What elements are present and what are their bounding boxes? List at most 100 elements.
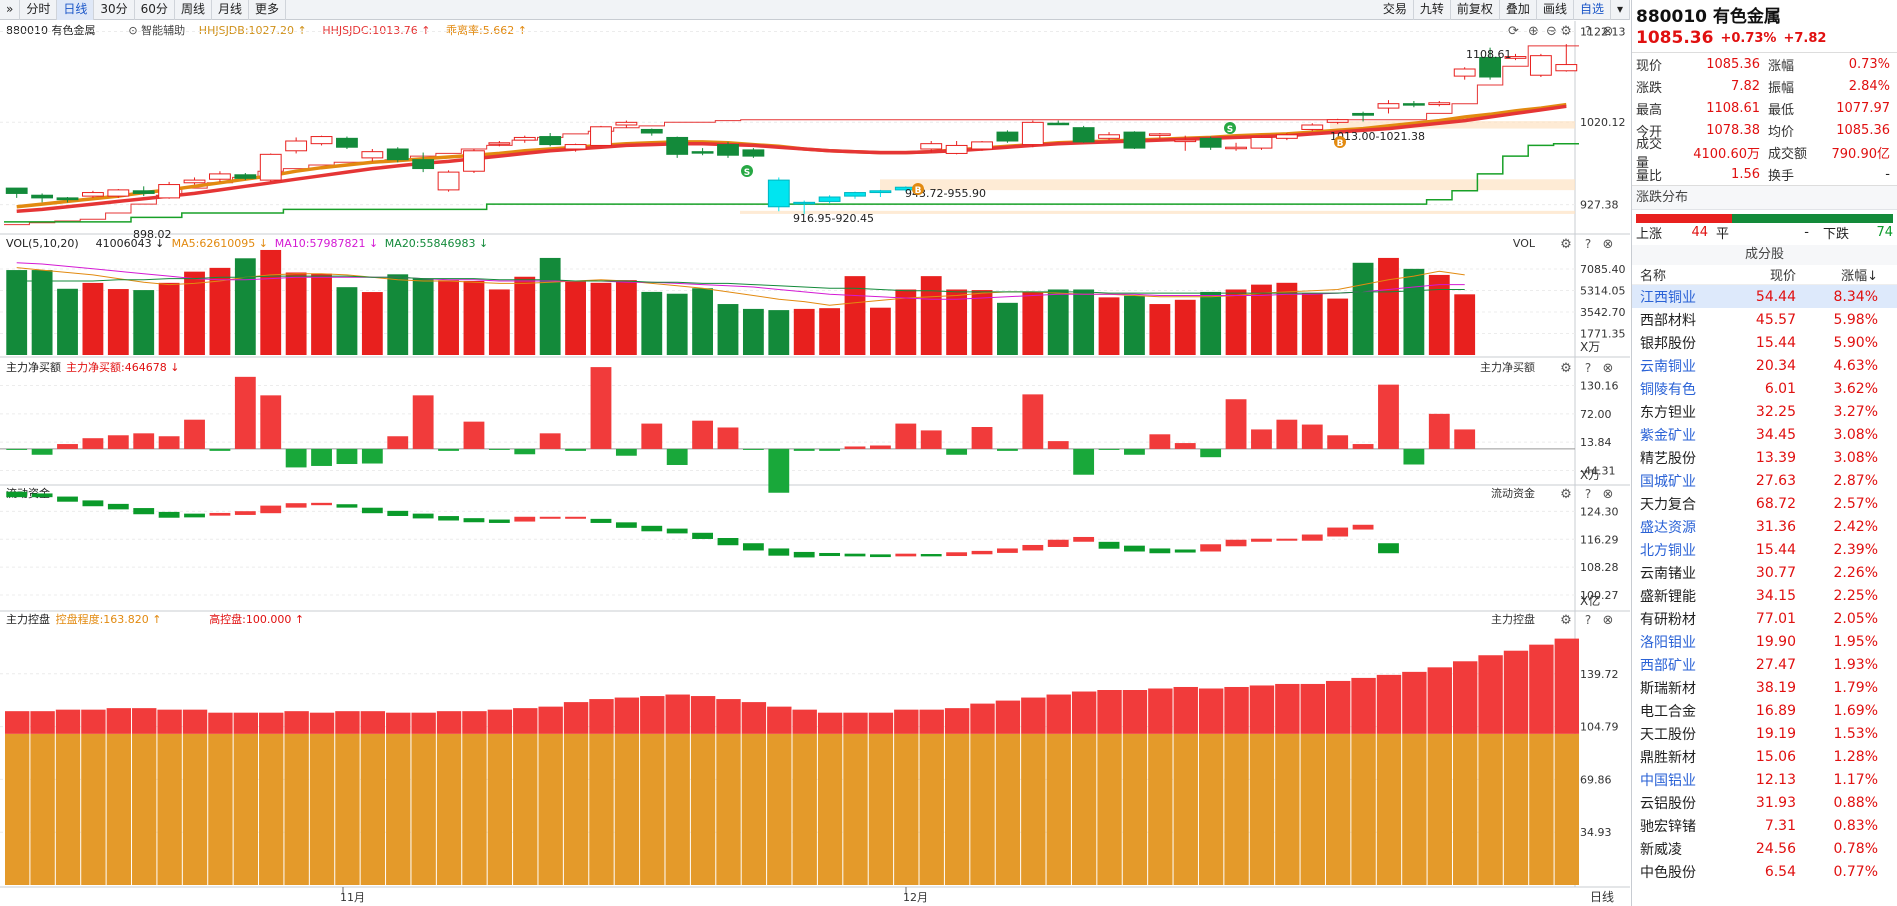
- charts-svg[interactable]: 880010 有色金属 ⊙ 智能辅助 HHJSJDB:1027.20 ↑ HHJSJD…: [0, 21, 1630, 906]
- stock-row[interactable]: 国城矿业 27.63 2.87%: [1632, 469, 1897, 492]
- stock-row[interactable]: 天力复合 68.72 2.57%: [1632, 492, 1897, 515]
- stock-name[interactable]: 江西铜业: [1640, 289, 1696, 306]
- stock-name[interactable]: 西部材料: [1640, 312, 1696, 329]
- stock-row[interactable]: 精艺股份 13.39 3.08%: [1632, 446, 1897, 469]
- tab-weekly[interactable]: 周线: [175, 0, 212, 20]
- stock-name[interactable]: 电工合金: [1640, 703, 1696, 720]
- flow-bar: [285, 448, 307, 468]
- stock-name[interactable]: 天工股份: [1640, 726, 1696, 743]
- stock-row[interactable]: 驰宏锌锗 7.31 0.83%: [1632, 814, 1897, 837]
- liq-bar: [107, 503, 129, 510]
- stock-name[interactable]: 新威凌: [1640, 841, 1682, 858]
- main-legend: HHJSJDB:1027.20 ↑: [199, 24, 307, 37]
- tab-60min[interactable]: 60分: [135, 0, 175, 20]
- dist-flat-label: 平: [1716, 226, 1730, 242]
- stock-name[interactable]: 中国铝业: [1640, 772, 1696, 789]
- header-name[interactable]: 名称: [1640, 269, 1667, 284]
- stock-row[interactable]: 盛新锂能 34.15 2.25%: [1632, 584, 1897, 607]
- overlay-button[interactable]: 叠加: [1500, 0, 1537, 20]
- vol-axis-label: 5314.05: [1580, 285, 1626, 298]
- tab-30min[interactable]: 30分: [94, 0, 135, 20]
- dist-down-label: 下跌: [1823, 226, 1850, 242]
- ctrl-base-bar: [868, 733, 894, 885]
- stock-name[interactable]: 有研粉材: [1640, 611, 1696, 628]
- adjust-button[interactable]: 前复权: [1451, 0, 1500, 20]
- stock-row[interactable]: 新威凌 24.56 0.78%: [1632, 837, 1897, 860]
- watchlist-button[interactable]: 自选: [1574, 0, 1611, 20]
- flow-bar: [869, 445, 891, 449]
- stock-row[interactable]: 天工股份 19.19 1.53%: [1632, 722, 1897, 745]
- stock-name[interactable]: 银邦股份: [1640, 335, 1696, 352]
- vol-bar: [260, 249, 282, 355]
- stock-name[interactable]: 国城矿业: [1640, 473, 1696, 490]
- stock-row[interactable]: 银邦股份 15.44 5.90%: [1632, 331, 1897, 354]
- flow-bar: [488, 448, 510, 450]
- help-icon: ?: [1585, 613, 1591, 627]
- liq-bar: [793, 551, 815, 558]
- stock-name[interactable]: 鼎胜新材: [1640, 749, 1696, 766]
- stock-name[interactable]: 西部矿业: [1640, 657, 1696, 674]
- tab-daily[interactable]: 日线: [57, 0, 95, 20]
- tab-monthly[interactable]: 月线: [212, 0, 249, 20]
- toolbar-dropdown-icon[interactable]: ▾: [1611, 0, 1630, 20]
- stock-name[interactable]: 云南锗业: [1640, 565, 1696, 582]
- stock-name[interactable]: 云南铜业: [1640, 358, 1696, 375]
- stock-row[interactable]: 盛达资源 31.36 2.42%: [1632, 515, 1897, 538]
- stock-row[interactable]: 云南铜业 20.34 4.63%: [1632, 354, 1897, 377]
- stock-name[interactable]: 北方铜业: [1640, 542, 1696, 559]
- trade-button[interactable]: 交易: [1377, 0, 1414, 20]
- ctrl-base-bar: [1554, 733, 1579, 885]
- quote-label: 成交量: [1636, 137, 1663, 171]
- stock-row[interactable]: 电工合金 16.89 1.69%: [1632, 699, 1897, 722]
- header-change[interactable]: 涨幅↓: [1841, 269, 1878, 284]
- stock-name[interactable]: 铜陵有色: [1640, 381, 1696, 398]
- stock-name[interactable]: 驰宏锌锗: [1640, 818, 1696, 835]
- stock-row[interactable]: 中国铝业 12.13 1.17%: [1632, 768, 1897, 791]
- quote-title: 880010 有色金属: [1636, 6, 1781, 27]
- stock-row[interactable]: 东方钽业 32.25 3.27%: [1632, 400, 1897, 423]
- stock-row[interactable]: 西部材料 45.57 5.98%: [1632, 308, 1897, 331]
- stock-row[interactable]: 中色股份 6.54 0.77%: [1632, 860, 1897, 883]
- liq-bar: [971, 550, 993, 555]
- stock-row[interactable]: 云铝股份 31.93 0.88%: [1632, 791, 1897, 814]
- stock-row[interactable]: 北方铜业 15.44 2.39%: [1632, 538, 1897, 561]
- stock-row[interactable]: 铜陵有色 6.01 3.62%: [1632, 377, 1897, 400]
- flow-bar: [1352, 444, 1374, 449]
- help-icon: ?: [1585, 237, 1591, 251]
- stock-name[interactable]: 洛阳钼业: [1640, 634, 1696, 651]
- stock-row[interactable]: 紫金矿业 34.45 3.08%: [1632, 423, 1897, 446]
- signal-badge: [741, 165, 753, 177]
- stock-name[interactable]: 云铝股份: [1640, 795, 1696, 812]
- stock-name[interactable]: 斯瑞新材: [1640, 680, 1696, 697]
- candle-body: [31, 194, 54, 199]
- stock-name[interactable]: 盛新锂能: [1640, 588, 1696, 605]
- candle-body: [81, 192, 104, 197]
- stock-name[interactable]: 紫金矿业: [1640, 427, 1696, 444]
- tab-more[interactable]: 更多: [249, 0, 286, 20]
- chart-pane[interactable]: 880010 有色金属 ⊙ 智能辅助 HHJSJDB:1027.20 ↑ HHJSJD…: [0, 21, 1630, 906]
- nine-turn-button[interactable]: 九转: [1414, 0, 1451, 20]
- tab-intraday[interactable]: 分时: [20, 0, 58, 20]
- stock-name[interactable]: 盛达资源: [1640, 519, 1696, 536]
- stock-row[interactable]: 斯瑞新材 38.19 1.79%: [1632, 676, 1897, 699]
- ctrl-base-bar: [995, 733, 1021, 885]
- stock-row[interactable]: 洛阳钼业 19.90 1.95%: [1632, 630, 1897, 653]
- liq-bar: [463, 518, 485, 523]
- flow-legend: 主力净买额: [6, 360, 61, 374]
- ctrl-high-bar: [716, 699, 741, 734]
- toolbar-expand-icon[interactable]: »: [0, 0, 21, 20]
- stock-row[interactable]: 鼎胜新材 15.06 1.28%: [1632, 745, 1897, 768]
- stock-row[interactable]: 有研粉材 77.01 2.05%: [1632, 607, 1897, 630]
- stock-row[interactable]: 西部矿业 27.47 1.93%: [1632, 653, 1897, 676]
- stock-row[interactable]: 云南锗业 30.77 2.26%: [1632, 561, 1897, 584]
- stock-name[interactable]: 中色股份: [1640, 864, 1696, 881]
- header-price[interactable]: 现价: [1769, 269, 1796, 284]
- liq-bar: [1327, 527, 1349, 537]
- stock-name[interactable]: 精艺股份: [1640, 450, 1696, 467]
- stock-row[interactable]: 江西铜业 54.44 8.34%: [1632, 285, 1897, 308]
- stock-name[interactable]: 天力复合: [1640, 496, 1696, 513]
- draw-button[interactable]: 画线: [1537, 0, 1574, 20]
- liq-bar: [641, 525, 663, 532]
- stock-name[interactable]: 东方钽业: [1640, 404, 1696, 421]
- candle-body: [259, 153, 282, 181]
